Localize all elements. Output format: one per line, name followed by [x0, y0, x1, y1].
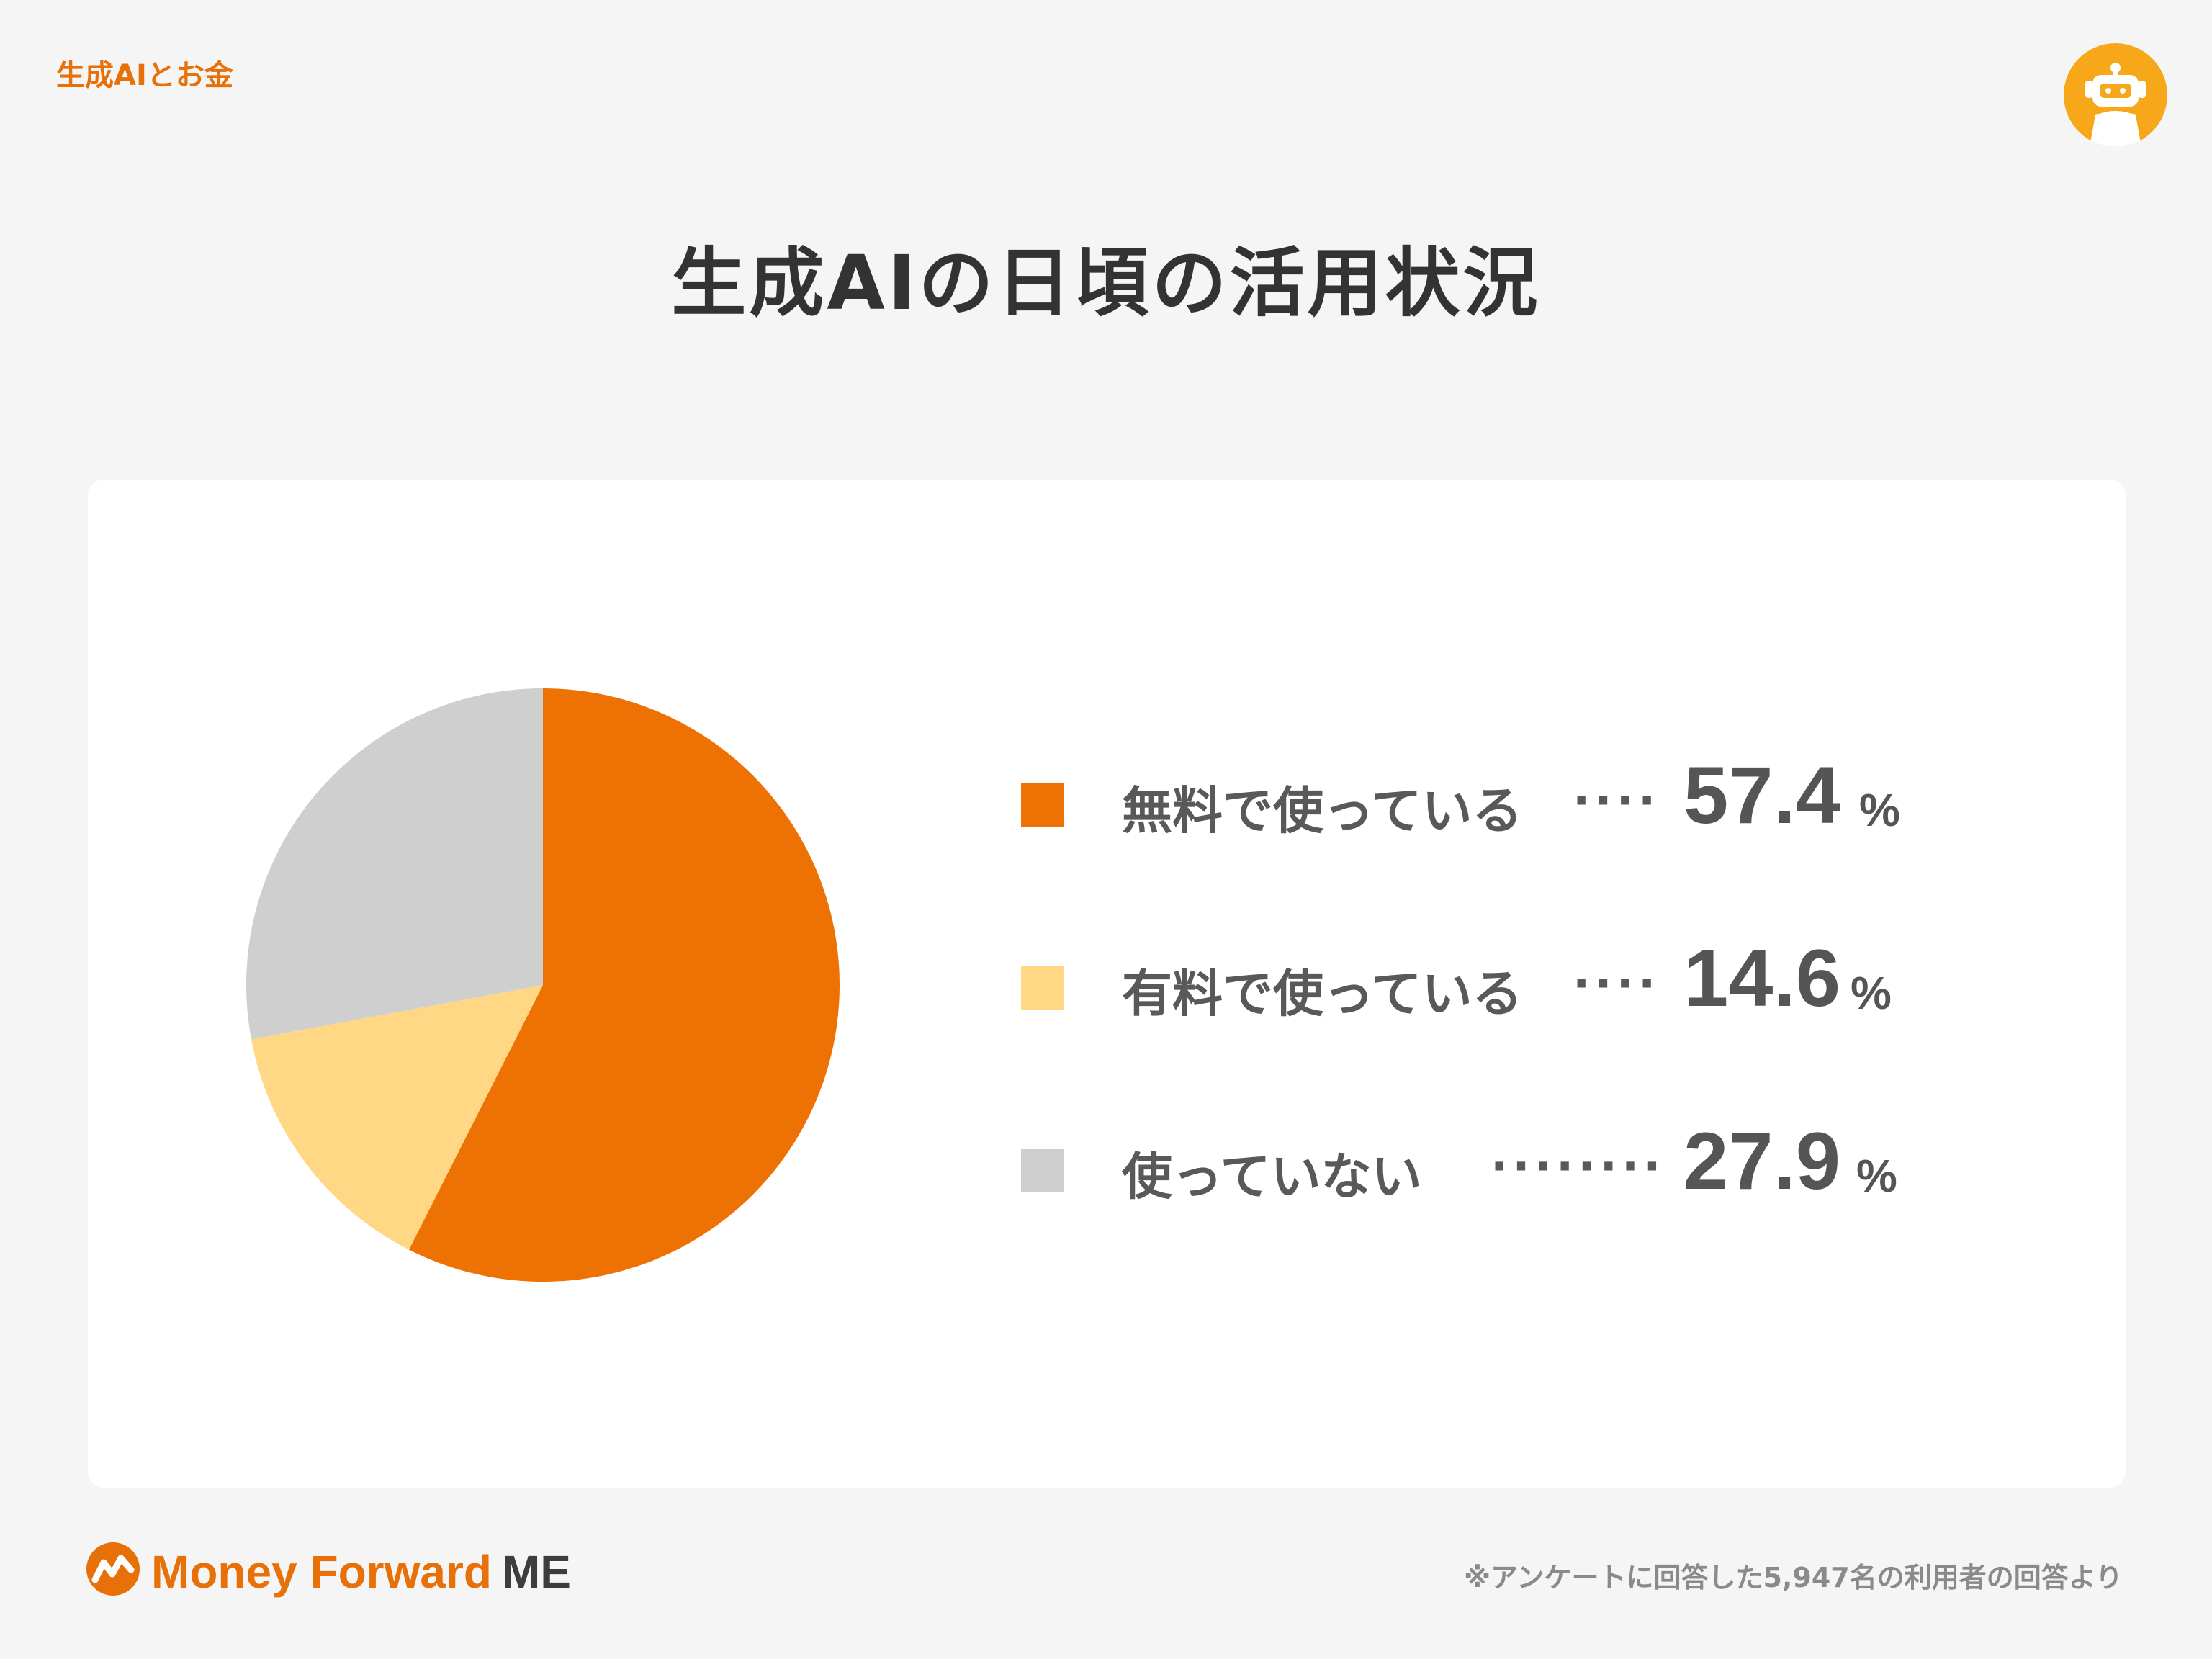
legend-unit: % — [1859, 784, 1900, 836]
leader-dots: ···· — [1573, 775, 1660, 828]
legend-item-paid: 有料で使っている ···· 14.6 % — [1021, 932, 1957, 1040]
legend-value: 57.4 — [1683, 750, 1840, 840]
brand-name: Money Forward ME — [151, 1545, 571, 1599]
legend-label: 使っていない — [1122, 1147, 1422, 1206]
legend-swatch — [1021, 783, 1064, 827]
brand-suffix: ME — [501, 1546, 571, 1598]
pie-slice-free — [408, 688, 840, 1282]
legend-value: 27.9 — [1683, 1116, 1840, 1206]
legend-item-unused: 使っていない ········ 27.9 % — [1021, 1115, 1957, 1223]
leader-dots: ···· — [1573, 958, 1660, 1011]
survey-footnote: ※アンケートに回答した5,947名の利用者の回答より — [1464, 1562, 2123, 1593]
chart-legend: 無料で使っている ···· 57.4 % 有料で使っている ···· 14.6 … — [1021, 749, 1957, 1267]
legend-label: 無料で使っている — [1122, 781, 1523, 840]
legend-unit: % — [1851, 967, 1892, 1019]
robot-icon — [2064, 43, 2167, 147]
pie-slice-paid — [251, 985, 543, 1250]
legend-value: 14.6 — [1683, 933, 1840, 1023]
legend-swatch — [1021, 1149, 1064, 1192]
pie-chart — [246, 688, 840, 1282]
money-forward-logo-icon — [86, 1542, 140, 1596]
pie-slice-unused — [246, 688, 543, 1040]
legend-item-free: 無料で使っている ···· 57.4 % — [1021, 749, 1957, 857]
brand-text: Money Forward — [151, 1546, 492, 1598]
page-title: 生成AIの日頃の活用状況 — [671, 239, 1541, 327]
legend-label: 有料で使っている — [1122, 964, 1523, 1023]
leader-dots: ········ — [1491, 1141, 1665, 1194]
category-tag: 生成AIとお金 — [56, 59, 233, 92]
legend-unit: % — [1856, 1150, 1897, 1202]
legend-swatch — [1021, 966, 1064, 1010]
